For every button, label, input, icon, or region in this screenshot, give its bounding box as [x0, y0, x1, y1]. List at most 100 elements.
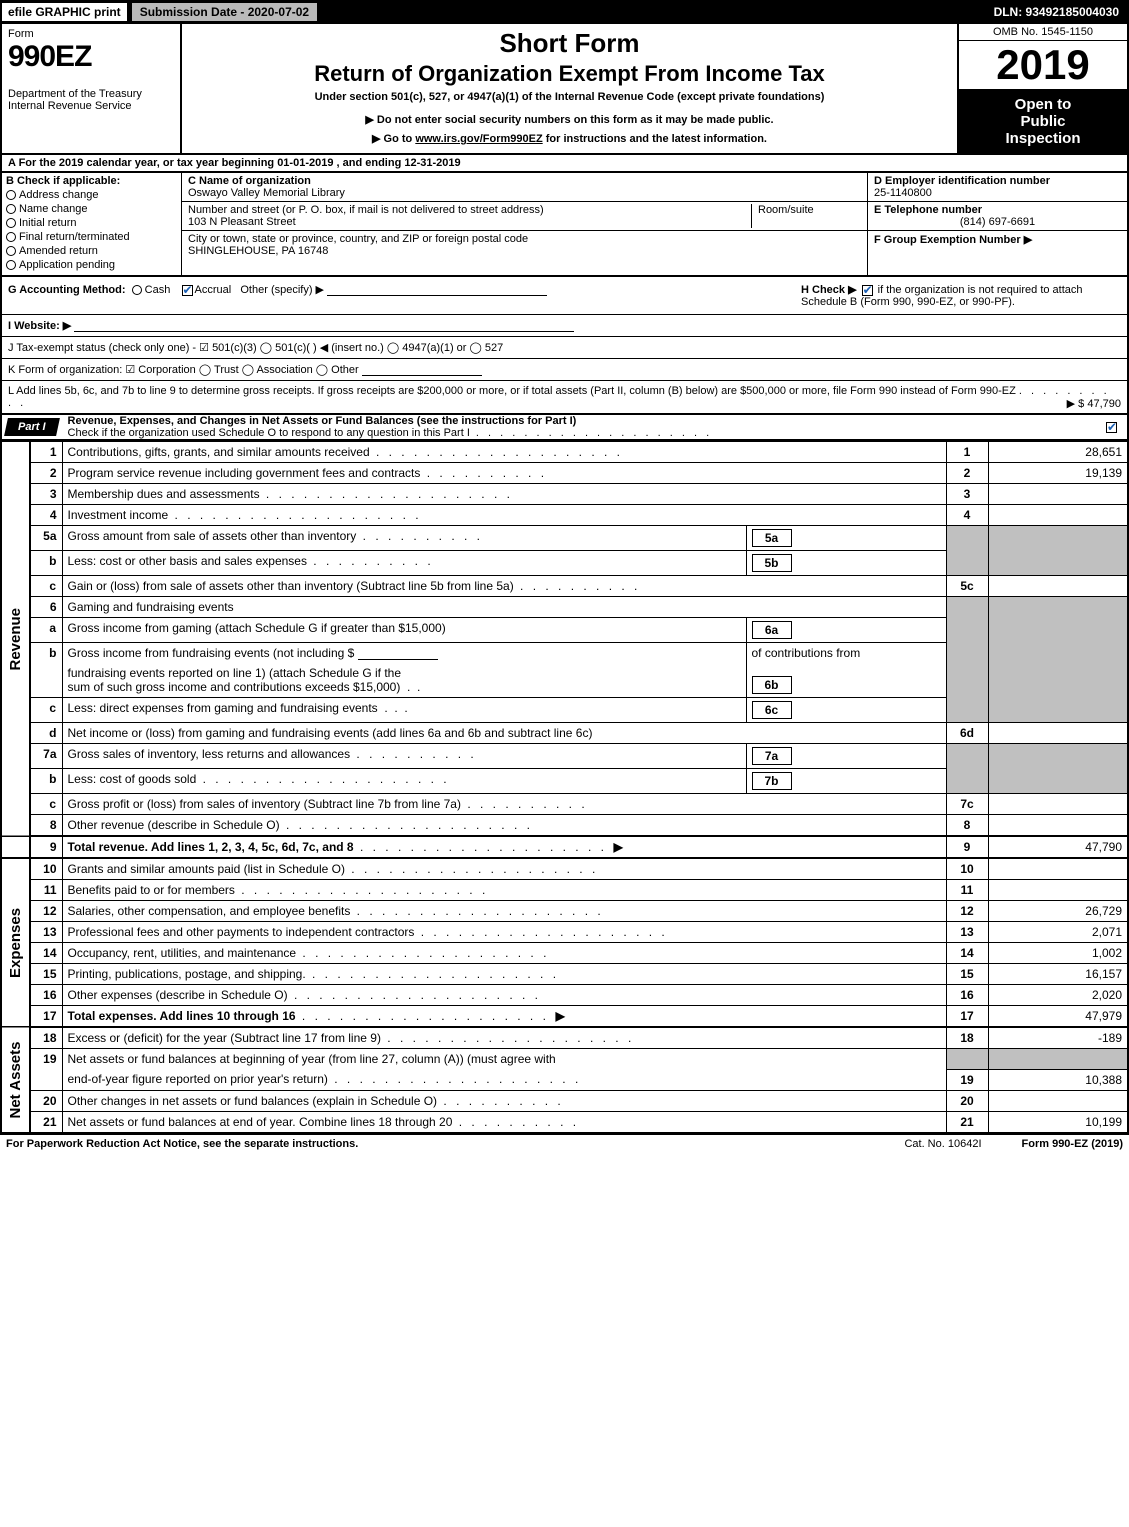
line-6c-num: c [30, 698, 62, 723]
line-3-box: 3 [946, 484, 988, 505]
line-1-amt: 28,651 [988, 442, 1128, 463]
line-5b-num: b [30, 551, 62, 576]
f-group-exemption: F Group Exemption Number ▶ [874, 233, 1121, 246]
page-footer: For Paperwork Reduction Act Notice, see … [0, 1134, 1129, 1153]
line-7c-amt [988, 794, 1128, 815]
line-20-amt [988, 1090, 1128, 1111]
line-8-num: 8 [30, 815, 62, 837]
line-18-amt: -189 [988, 1027, 1128, 1049]
ssn-warning: ▶ Do not enter social security numbers o… [192, 113, 947, 126]
open-public-inspection: Open to Public Inspection [959, 90, 1127, 153]
line-4-box: 4 [946, 505, 988, 526]
line-15-box: 15 [946, 964, 988, 985]
spacer [1, 836, 30, 858]
goto-pre: ▶ Go to [372, 133, 415, 145]
line-7b-desc: Less: cost of goods sold [68, 772, 197, 786]
initial-return-checkbox[interactable] [6, 218, 16, 228]
line-6-num: 6 [30, 597, 62, 618]
shade-19 [946, 1049, 988, 1070]
line-19-box: 19 [946, 1069, 988, 1090]
k-other-input[interactable] [362, 364, 482, 376]
line-21-box: 21 [946, 1111, 988, 1133]
line-21-desc: Net assets or fund balances at end of ye… [68, 1115, 453, 1129]
bcde-row: B Check if applicable: Address change Na… [0, 173, 1129, 277]
shade-5ab [946, 526, 988, 576]
application-pending-checkbox[interactable] [6, 260, 16, 270]
line-12-box: 12 [946, 901, 988, 922]
h-checkbox[interactable] [862, 285, 873, 296]
col-def: D Employer identification number 25-1140… [867, 173, 1127, 275]
line-12-desc: Salaries, other compensation, and employ… [68, 904, 351, 918]
initial-return-label: Initial return [19, 217, 76, 229]
website-input[interactable] [74, 320, 574, 332]
line-9-box: 9 [946, 836, 988, 858]
other-specify-input[interactable] [327, 284, 547, 296]
dept-treasury: Department of the Treasury [8, 88, 174, 100]
line-11-box: 11 [946, 880, 988, 901]
line-5b-desc: Less: cost or other basis and sales expe… [68, 554, 307, 568]
e-tel-value: (814) 697-6691 [874, 216, 1121, 228]
line-7c-desc: Gross profit or (loss) from sales of inv… [68, 797, 461, 811]
line-6c-desc: Less: direct expenses from gaming and fu… [68, 701, 378, 715]
k-content: K Form of organization: ☑ Corporation ◯ … [8, 364, 359, 376]
form-header: Form 990EZ Department of the Treasury In… [0, 24, 1129, 155]
form-number: 990EZ [8, 40, 174, 74]
line-20-box: 20 [946, 1090, 988, 1111]
top-bar: efile GRAPHIC print Submission Date - 20… [0, 0, 1129, 24]
line-6b-num: b [30, 643, 62, 698]
line-6a-num: a [30, 618, 62, 643]
line-4-desc: Investment income [68, 508, 169, 522]
name-change-checkbox[interactable] [6, 204, 16, 214]
goto-post: for instructions and the latest informat… [546, 133, 767, 145]
shade-7-amt [988, 744, 1128, 794]
line-10-box: 10 [946, 858, 988, 880]
line-15-desc: Printing, publications, postage, and shi… [68, 967, 306, 981]
short-form-title: Short Form [192, 28, 947, 59]
arrow-icon-17: ▶ [556, 1009, 565, 1023]
line-6d-box: 6d [946, 723, 988, 744]
line-6d-desc: Net income or (loss) from gaming and fun… [68, 726, 593, 740]
line-6-desc: Gaming and fundraising events [68, 600, 234, 614]
line-14-box: 14 [946, 943, 988, 964]
line-16-amt: 2,020 [988, 985, 1128, 1006]
final-return-checkbox[interactable] [6, 232, 16, 242]
line-2-box: 2 [946, 463, 988, 484]
line-5a-num: 5a [30, 526, 62, 551]
line-6d-amt [988, 723, 1128, 744]
line-5a-inner-box: 5a [752, 529, 792, 547]
l-text: L Add lines 5b, 6c, and 7b to line 9 to … [8, 385, 1016, 397]
efile-graphic-print[interactable]: efile GRAPHIC print [2, 3, 127, 21]
line-15-num: 15 [30, 964, 62, 985]
cash-checkbox[interactable] [132, 285, 142, 295]
line-6b-contrib-input[interactable] [358, 648, 438, 660]
part-1-table: Revenue 1 Contributions, gifts, grants, … [0, 441, 1129, 1134]
under-section: Under section 501(c), 527, or 4947(a)(1)… [192, 91, 947, 103]
line-13-amt: 2,071 [988, 922, 1128, 943]
final-return-label: Final return/terminated [19, 231, 130, 243]
e-tel-label: E Telephone number [874, 204, 1121, 216]
line-6b-desc1: Gross income from fundraising events (no… [68, 646, 355, 660]
amended-return-checkbox[interactable] [6, 246, 16, 256]
accrual-checkbox[interactable] [182, 285, 193, 296]
line-6b-desc1b: of contributions from [752, 646, 861, 660]
line-19-desc1: Net assets or fund balances at beginning… [68, 1052, 556, 1066]
part-1-title: Revenue, Expenses, and Changes in Net As… [62, 415, 1104, 427]
line-14-num: 14 [30, 943, 62, 964]
line-13-num: 13 [30, 922, 62, 943]
address-change-checkbox[interactable] [6, 190, 16, 200]
net-assets-side-label: Net Assets [1, 1027, 30, 1133]
line-14-amt: 1,002 [988, 943, 1128, 964]
d-ein-label: D Employer identification number [874, 175, 1121, 187]
goto-link[interactable]: www.irs.gov/Form990EZ [415, 133, 542, 145]
j-tax-exempt-row: J Tax-exempt status (check only one) - ☑… [0, 337, 1129, 359]
cash-label: Cash [145, 284, 171, 296]
line-5c-amt [988, 576, 1128, 597]
part-1-schedule-o-checkbox[interactable] [1106, 422, 1117, 433]
shade-6-amt [988, 597, 1128, 723]
line-8-desc: Other revenue (describe in Schedule O) [68, 818, 280, 832]
line-11-amt [988, 880, 1128, 901]
part-1-sub: Check if the organization used Schedule … [62, 427, 1104, 439]
room-suite-label: Room/suite [751, 204, 861, 228]
line-5c-num: c [30, 576, 62, 597]
line-13-box: 13 [946, 922, 988, 943]
